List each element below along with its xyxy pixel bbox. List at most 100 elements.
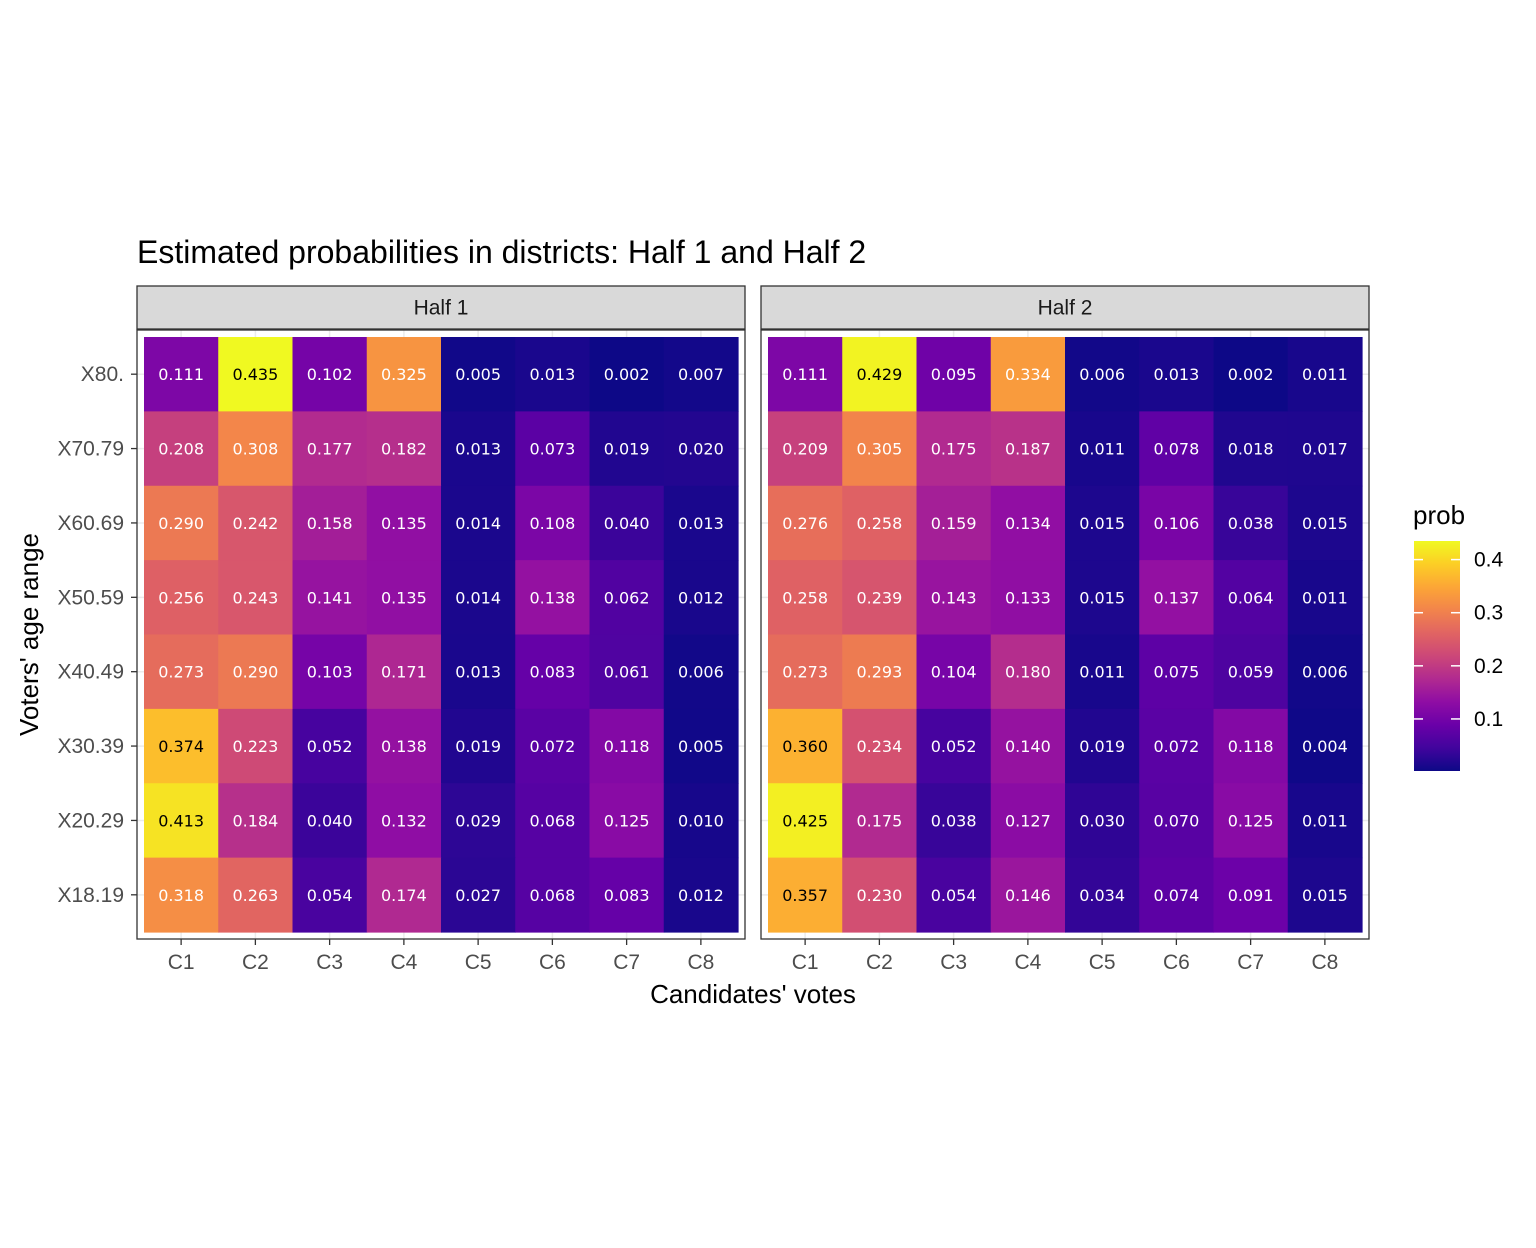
cell-value-label: 0.075: [1153, 663, 1199, 682]
heatmap-cell: [990, 560, 1066, 636]
cell-value-label: 0.078: [1153, 440, 1199, 459]
x-tick-label: C2: [242, 951, 269, 974]
cell-value-label: 0.040: [307, 811, 353, 830]
cell-value-label: 0.007: [678, 365, 724, 384]
heatmap-cell: [441, 783, 516, 859]
x-tick-label: C6: [539, 951, 566, 974]
cell-value-label: 0.143: [931, 588, 977, 607]
cell-value-label: 0.054: [931, 886, 977, 905]
heatmap-cell: [589, 337, 665, 412]
heatmap-cell: [366, 708, 442, 784]
cell-value-label: 0.013: [455, 663, 501, 682]
cell-value-label: 0.070: [1153, 811, 1199, 830]
heatmap-cell: [1287, 560, 1363, 636]
heatmap-cell: [768, 411, 843, 487]
heatmap-cell: [990, 634, 1066, 710]
cell-value-label: 0.054: [307, 886, 353, 905]
heatmap-cell: [1139, 560, 1215, 636]
cell-value-label: 0.064: [1228, 588, 1274, 607]
facet-panel: Half 1 0.111 0.435 0.102 0.325 0.005 0.013 0.00…: [136, 285, 746, 940]
x-tick-label: C1: [792, 951, 819, 974]
cell-value-label: 0.059: [1228, 663, 1274, 682]
cell-value-label: 0.435: [232, 365, 278, 384]
x-tick-label: C3: [940, 951, 967, 974]
heatmap-cell: [768, 560, 843, 636]
heatmap-cell: [768, 783, 843, 859]
cell-value-label: 0.158: [307, 514, 353, 533]
heatmap-cell: [1139, 708, 1215, 784]
heatmap-cell: [515, 411, 591, 487]
heatmap-cell: [1213, 857, 1289, 933]
heatmap-cell: [218, 857, 294, 933]
heatmap-cell: [589, 857, 665, 933]
facet-strip-label: Half 2: [1038, 297, 1093, 320]
cell-value-label: 0.068: [529, 886, 575, 905]
cell-value-label: 0.013: [529, 365, 575, 384]
heatmap-cell: [842, 337, 918, 412]
cell-value-label: 0.125: [604, 811, 650, 830]
heatmap-cell: [366, 411, 442, 487]
x-tick-label: C8: [687, 951, 714, 974]
cell-value-label: 0.258: [782, 588, 828, 607]
y-tick-label: X60.69: [57, 512, 124, 535]
x-tick-label: C2: [866, 951, 893, 974]
heatmap-cell: [916, 560, 992, 636]
cell-value-label: 0.325: [381, 365, 427, 384]
cell-value-label: 0.140: [1005, 737, 1051, 756]
heatmap-cell: [589, 708, 665, 784]
heatmap-cell: [842, 783, 918, 859]
legend-tick-label: 0.3: [1474, 602, 1503, 625]
cell-value-label: 0.234: [856, 737, 902, 756]
cell-value-label: 0.360: [782, 737, 828, 756]
cell-value-label: 0.020: [678, 440, 724, 459]
heatmap-cell: [589, 485, 665, 561]
cell-value-label: 0.034: [1079, 886, 1125, 905]
heatmap-cell: [589, 560, 665, 636]
cell-value-label: 0.004: [1302, 737, 1348, 756]
cell-value-label: 0.138: [529, 588, 575, 607]
cell-value-label: 0.135: [381, 588, 427, 607]
cell-value-label: 0.015: [1302, 514, 1348, 533]
cell-value-label: 0.118: [604, 737, 650, 756]
cell-value-label: 0.040: [604, 514, 650, 533]
heatmap-cell: [916, 857, 992, 933]
cell-value-label: 0.019: [455, 737, 501, 756]
heatmap-cell: [1287, 708, 1363, 784]
heatmap-cell: [990, 708, 1066, 784]
heatmap-cell: [441, 337, 516, 412]
heatmap-cell: [916, 634, 992, 710]
cell-value-label: 0.104: [931, 663, 977, 682]
cell-value-label: 0.052: [931, 737, 977, 756]
x-tick-label: C4: [390, 951, 417, 974]
heatmap-cell: [1213, 411, 1289, 487]
heatmap-cell: [1065, 708, 1140, 784]
cell-value-label: 0.074: [1153, 886, 1199, 905]
cell-value-label: 0.134: [1005, 514, 1051, 533]
cell-value-label: 0.239: [856, 588, 902, 607]
cell-value-label: 0.011: [1079, 663, 1125, 682]
heatmap-cell: [768, 857, 843, 933]
heatmap-cell: [515, 634, 591, 710]
heatmap-cell: [1287, 485, 1363, 561]
cell-value-label: 0.209: [782, 440, 828, 459]
x-tick-label: C3: [316, 951, 343, 974]
heatmap-cell: [1065, 857, 1140, 933]
color-legend: prob 0.1 0.2 0.3 0.4: [1413, 500, 1504, 771]
heatmap-cell: [366, 560, 442, 636]
heatmap-cell: [218, 411, 294, 487]
heatmap-cell: [768, 634, 843, 710]
heatmap-cell: [515, 560, 591, 636]
cell-value-label: 0.242: [232, 514, 278, 533]
x-tick-label: C5: [1089, 951, 1116, 974]
cell-value-label: 0.052: [307, 737, 353, 756]
heatmap-cell: [1065, 634, 1140, 710]
facet-panels: Half 1 0.111 0.435 0.102 0.325 0.005 0.013 0.00…: [136, 285, 1370, 940]
cell-value-label: 0.102: [307, 365, 353, 384]
cell-value-label: 0.061: [604, 663, 650, 682]
cell-value-label: 0.138: [381, 737, 427, 756]
heatmap-cell: [990, 857, 1066, 933]
heatmap-cell: [663, 337, 739, 412]
cell-value-label: 0.429: [856, 365, 902, 384]
heatmap-cell: [1213, 783, 1289, 859]
